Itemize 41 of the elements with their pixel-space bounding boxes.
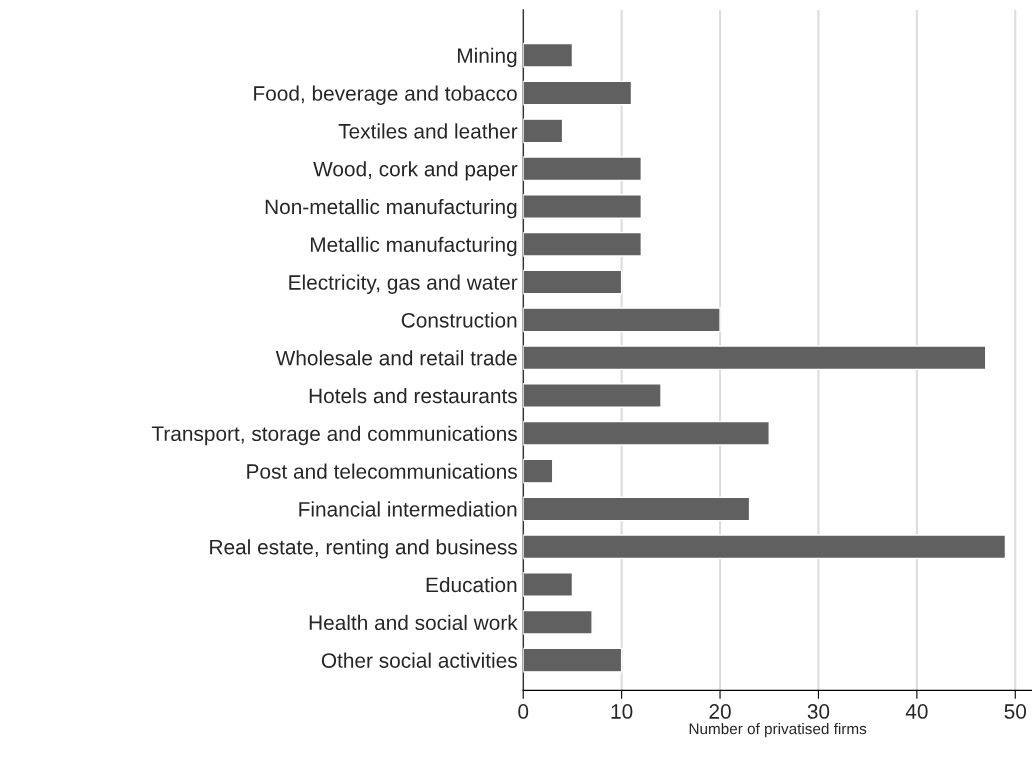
bar <box>523 572 574 597</box>
y-tick-label: Education <box>426 576 517 593</box>
y-tick-label: Non-metallic manufacturing <box>265 198 517 219</box>
bar <box>523 496 751 522</box>
x-tick-label: 0 <box>518 704 529 719</box>
bar <box>523 345 987 371</box>
x-tick-label: 10 <box>611 704 633 719</box>
x-tick-label: 20 <box>709 704 731 719</box>
x-tick-label: 40 <box>905 704 928 719</box>
y-tick-label: Textiles and leather <box>338 123 518 139</box>
y-tick-label: Food, beverage and tobacco <box>254 85 517 105</box>
x-axis-title: Number of privatised firms <box>689 722 867 738</box>
bar <box>523 383 662 408</box>
y-tick-label: Electricity, gas and water <box>289 274 518 294</box>
y-tick-label: Transport, storage and communications <box>151 425 517 446</box>
y-tick-label: Metallic manufacturing <box>310 236 517 257</box>
bar <box>523 269 623 295</box>
bar <box>523 42 574 68</box>
bar <box>523 307 721 333</box>
bar <box>523 458 554 484</box>
y-tick-label: Hotels and restaurants <box>309 387 517 404</box>
bar <box>523 231 643 257</box>
x-tick-label: 30 <box>807 704 830 719</box>
y-tick-label: Other social activities <box>321 652 517 668</box>
y-tick-label: Real estate, renting and business <box>210 539 517 559</box>
y-tick-label: Mining <box>458 47 517 68</box>
y-tick-label: Wholesale and retail trade <box>275 350 517 366</box>
y-tick-label: Financial intermediation <box>299 501 517 517</box>
bar <box>523 647 623 673</box>
bar <box>523 420 770 446</box>
bar <box>523 156 643 182</box>
bar <box>523 118 564 144</box>
bar <box>523 609 593 635</box>
y-tick-label: Construction <box>401 312 517 328</box>
y-tick-label: Health and social work <box>309 614 518 631</box>
y-tick-label: Post and telecommunications <box>247 463 517 479</box>
bar <box>523 534 1007 560</box>
y-tick-label: Wood, cork and paper <box>313 161 518 181</box>
bar <box>523 194 643 219</box>
bar <box>523 80 633 106</box>
x-tick-label: 50 <box>1004 704 1027 719</box>
